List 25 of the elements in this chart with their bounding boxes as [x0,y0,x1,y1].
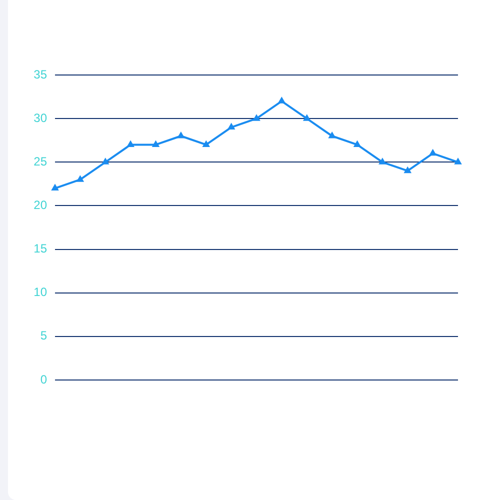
point [454,158,462,164]
point [252,114,260,121]
y-tick-label: 35 [34,67,48,82]
point [428,148,437,156]
point [177,132,185,138]
point [278,96,286,104]
point [353,140,362,147]
y-tick-label: 0 [40,372,48,386]
point [126,140,134,147]
point [202,140,210,147]
point [302,114,311,121]
y-tick-label: 25 [34,154,48,168]
y-tick-label: 30 [34,110,48,125]
y-tick-label: 10 [34,285,48,300]
point [51,184,59,191]
y-tick-label: 5 [40,328,48,343]
point [328,132,336,138]
y-tick-label: 20 [34,198,48,212]
point [404,166,412,174]
point [227,122,236,130]
point [76,175,84,182]
point [101,158,110,164]
y-tick-label: 15 [34,242,48,256]
point [378,158,386,164]
point [152,140,160,147]
